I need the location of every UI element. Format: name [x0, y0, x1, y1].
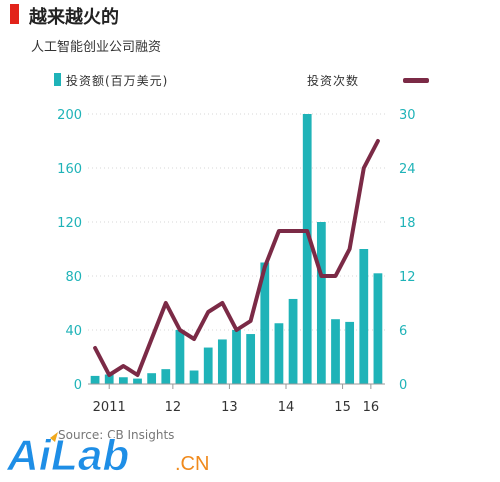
- svg-text:AiLab: AiLab: [6, 432, 129, 478]
- y-left-tick-label: 80: [65, 270, 82, 285]
- bar: [246, 334, 256, 384]
- bar: [175, 330, 185, 384]
- bar: [316, 222, 326, 384]
- ailab-logo: AiLab .CN: [6, 432, 209, 478]
- bar: [147, 373, 157, 384]
- legend-line-label: 投资次数: [307, 74, 360, 88]
- legend-line-swatch: [403, 78, 429, 83]
- bar: [288, 298, 298, 384]
- x-tick-label: 14: [278, 400, 295, 415]
- title-accent-bar: [10, 4, 19, 24]
- bar: [90, 375, 100, 384]
- bar: [260, 262, 270, 384]
- bar: [331, 319, 340, 384]
- chart-title: 越来越火的: [29, 7, 119, 28]
- bar: [118, 377, 128, 384]
- legend-bar-label: 投资额(百万美元): [66, 74, 169, 88]
- y-left-tick-label: 120: [57, 216, 82, 231]
- bar: [373, 273, 383, 384]
- x-tick-label: 12: [165, 400, 182, 415]
- x-tick-label: 13: [221, 400, 238, 415]
- bar: [359, 249, 369, 384]
- bar: [189, 370, 199, 384]
- y-right-tick-label: 0: [399, 378, 407, 393]
- bar: [345, 321, 355, 384]
- y-right-tick-label: 6: [399, 324, 407, 339]
- svg-text:.CN: .CN: [175, 453, 209, 475]
- bar: [161, 369, 171, 384]
- y-left-tick-label: 40: [65, 324, 82, 339]
- y-left-tick-label: 200: [57, 108, 82, 123]
- bar: [203, 347, 213, 384]
- bar: [133, 378, 142, 384]
- x-tick-label: 2011: [93, 400, 126, 415]
- y-left-tick-label: 160: [57, 162, 82, 177]
- y-right-tick-label: 12: [399, 270, 416, 285]
- y-right-tick-label: 30: [399, 108, 416, 123]
- bar: [217, 339, 227, 384]
- y-right-tick-label: 24: [399, 162, 416, 177]
- y-right-tick-label: 18: [399, 216, 416, 231]
- x-tick-label: 15: [334, 400, 351, 415]
- bar: [302, 114, 312, 384]
- source-note: Source: CB Insights: [58, 428, 175, 442]
- bar: [232, 330, 241, 384]
- bar: [104, 374, 114, 384]
- bar: [274, 323, 284, 384]
- y-left-tick-label: 0: [74, 378, 82, 393]
- x-tick-label: 16: [363, 400, 380, 415]
- chart-subtitle: 人工智能创业公司融资: [31, 40, 162, 55]
- legend-bar-swatch: [54, 73, 61, 86]
